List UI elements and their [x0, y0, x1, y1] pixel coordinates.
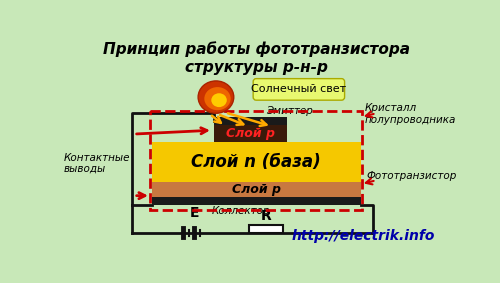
Text: Фототранзистор: Фототранзистор — [366, 171, 456, 181]
Bar — [214, 117, 287, 125]
Text: Контактные
выводы: Контактные выводы — [64, 153, 130, 174]
Text: Эмиттер: Эмиттер — [266, 106, 313, 115]
Text: E: E — [190, 206, 199, 220]
Bar — [152, 142, 361, 182]
Text: http://electrik.info: http://electrik.info — [291, 230, 434, 243]
FancyBboxPatch shape — [253, 79, 344, 100]
Bar — [152, 197, 361, 205]
Text: Слой р: Слой р — [226, 127, 275, 140]
Text: Слой n (база): Слой n (база) — [192, 153, 321, 171]
Bar — [214, 125, 287, 142]
Ellipse shape — [198, 81, 234, 113]
Bar — [150, 111, 362, 209]
Text: Кристалл
полупроводника: Кристалл полупроводника — [365, 103, 456, 125]
Ellipse shape — [204, 87, 231, 110]
Bar — [152, 182, 361, 197]
Ellipse shape — [212, 93, 227, 107]
Bar — [248, 225, 284, 233]
Text: Слой р: Слой р — [232, 183, 281, 196]
Text: Коллектор: Коллектор — [212, 206, 270, 216]
Text: R: R — [260, 209, 272, 223]
Text: Принцип работы фототранзистора
структуры р-н-р: Принцип работы фототранзистора структуры… — [103, 42, 410, 75]
Text: Солнечный свет: Солнечный свет — [252, 84, 346, 95]
